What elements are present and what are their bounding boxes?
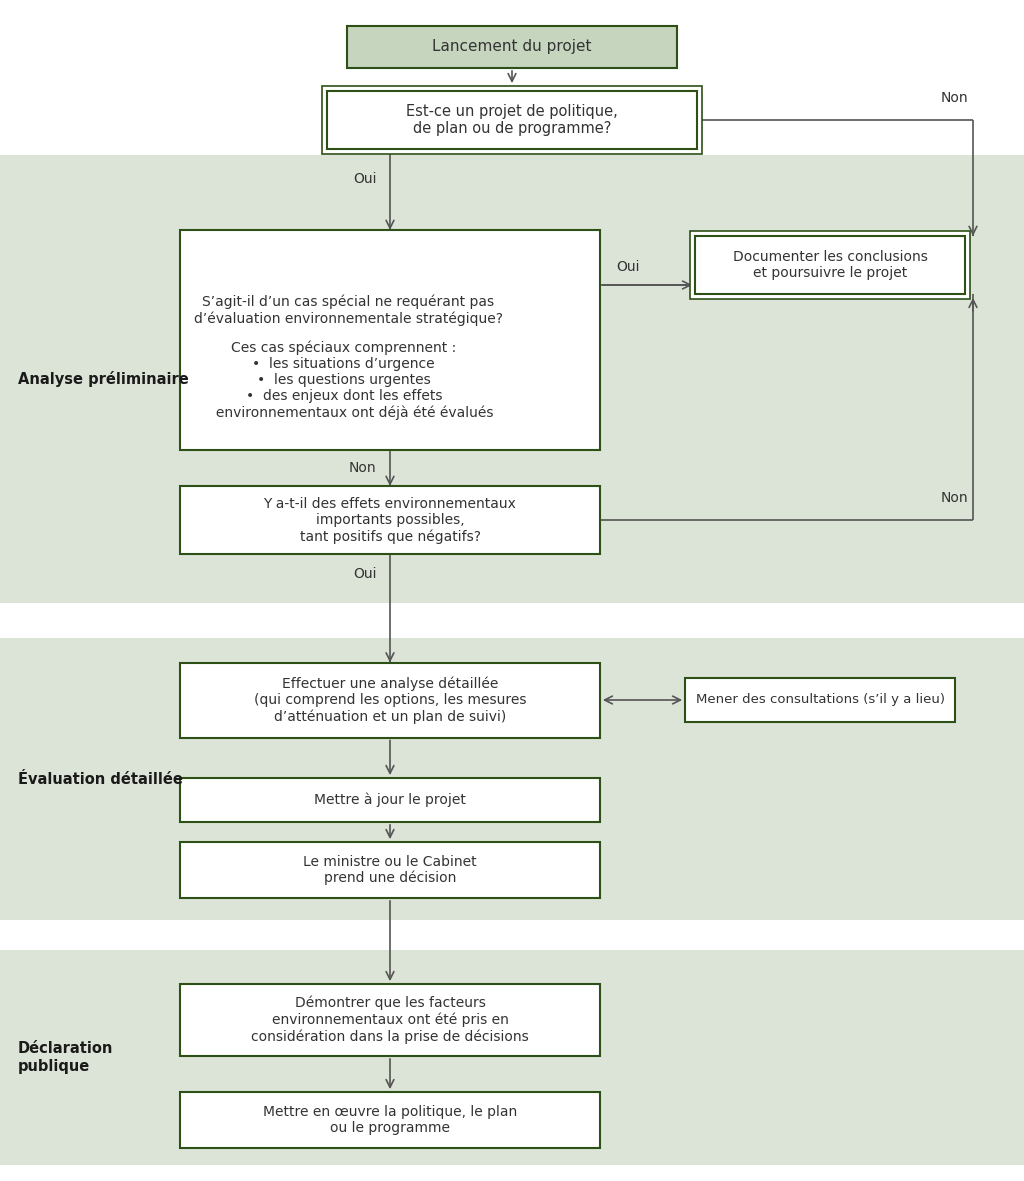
Text: Évaluation détaillée: Évaluation détaillée (18, 771, 183, 787)
Bar (347, 26, 677, 68)
Text: Non: Non (940, 91, 968, 105)
Bar (180, 778, 600, 822)
Text: Démontrer que les facteurs
environnementaux ont été pris en
considération dans l: Démontrer que les facteurs environnement… (251, 996, 528, 1044)
Bar (180, 984, 600, 1056)
Bar (0, 155, 1024, 603)
Text: Mettre en œuvre la politique, le plan
ou le programme: Mettre en œuvre la politique, le plan ou… (263, 1105, 517, 1135)
Bar (690, 231, 970, 299)
Bar (322, 86, 702, 154)
Text: Non: Non (348, 461, 376, 475)
Bar (0, 950, 1024, 1164)
Text: Mener des consultations (s’il y a lieu): Mener des consultations (s’il y a lieu) (695, 693, 944, 706)
Text: Est-ce un projet de politique,
de plan ou de programme?: Est-ce un projet de politique, de plan o… (407, 104, 617, 136)
Text: Non: Non (940, 491, 968, 505)
Text: Oui: Oui (353, 172, 377, 185)
Text: Y a-t-il des effets environnementaux
importants possibles,
tant positifs que nég: Y a-t-il des effets environnementaux imp… (263, 496, 516, 543)
Bar (327, 91, 697, 149)
Bar (180, 842, 600, 898)
Text: Mettre à jour le projet: Mettre à jour le projet (314, 792, 466, 808)
Text: Oui: Oui (353, 567, 377, 581)
Text: Documenter les conclusions
et poursuivre le projet: Documenter les conclusions et poursuivre… (732, 250, 928, 280)
Bar (180, 487, 600, 554)
Bar (180, 663, 600, 737)
Text: Lancement du projet: Lancement du projet (432, 39, 592, 54)
Bar (695, 236, 965, 294)
Bar (180, 230, 600, 450)
Text: Effectuer une analyse détaillée
(qui comprend les options, les mesures
d’atténua: Effectuer une analyse détaillée (qui com… (254, 677, 526, 724)
Text: Analyse préliminaire: Analyse préliminaire (18, 371, 188, 387)
Text: Ces cas spéciaux comprennent :
•  les situations d’urgence
•  les questions urge: Ces cas spéciaux comprennent : • les sit… (194, 340, 494, 420)
Text: Déclaration
publique: Déclaration publique (18, 1042, 114, 1074)
Text: Le ministre ou le Cabinet
prend une décision: Le ministre ou le Cabinet prend une déci… (303, 855, 477, 886)
Text: S’agit-il d’un cas spécial ne requérant pas
d’évaluation environnementale straté: S’agit-il d’un cas spécial ne requérant … (194, 294, 503, 326)
Text: Oui: Oui (616, 260, 640, 274)
Bar (685, 678, 955, 722)
Bar (0, 638, 1024, 920)
Bar (180, 1092, 600, 1148)
